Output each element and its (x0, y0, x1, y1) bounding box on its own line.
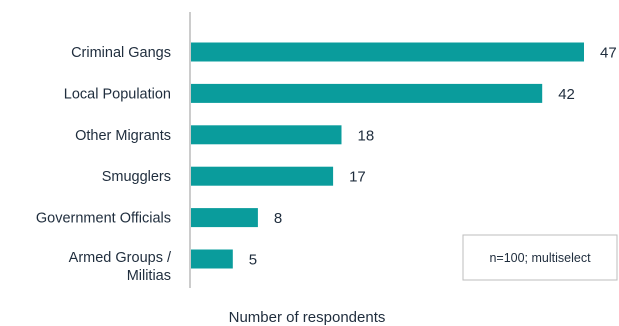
note-text: n=100; multiselect (489, 251, 591, 265)
x-axis-label: Number of respondents (229, 309, 386, 326)
value-label-4: 8 (274, 210, 282, 227)
bar-4 (191, 208, 258, 228)
category-label-2: Other Migrants (75, 128, 171, 144)
value-label-0: 47 (600, 45, 617, 62)
category-labels-group: Criminal Gangs Local Population Other Migr… (36, 45, 172, 284)
value-labels-group: 47 42 18 17 8 5 (249, 45, 617, 269)
bars-group (191, 42, 584, 269)
bar-0 (191, 42, 584, 62)
bar-1 (191, 83, 543, 103)
value-label-2: 18 (358, 127, 375, 144)
note-box (462, 234, 618, 281)
category-label-0: Criminal Gangs (71, 45, 171, 61)
category-label-4: Government Officials (36, 211, 171, 227)
bar-2 (191, 125, 342, 145)
category-label-3: Smugglers (102, 169, 171, 185)
value-label-5: 5 (249, 252, 257, 269)
category-label-5: Armed Groups / Militias (69, 250, 172, 284)
bar-5 (191, 249, 233, 269)
bar-3 (191, 166, 334, 186)
category-label-1: Local Population (64, 86, 171, 102)
value-label-1: 42 (558, 86, 575, 103)
value-label-3: 17 (349, 169, 366, 186)
